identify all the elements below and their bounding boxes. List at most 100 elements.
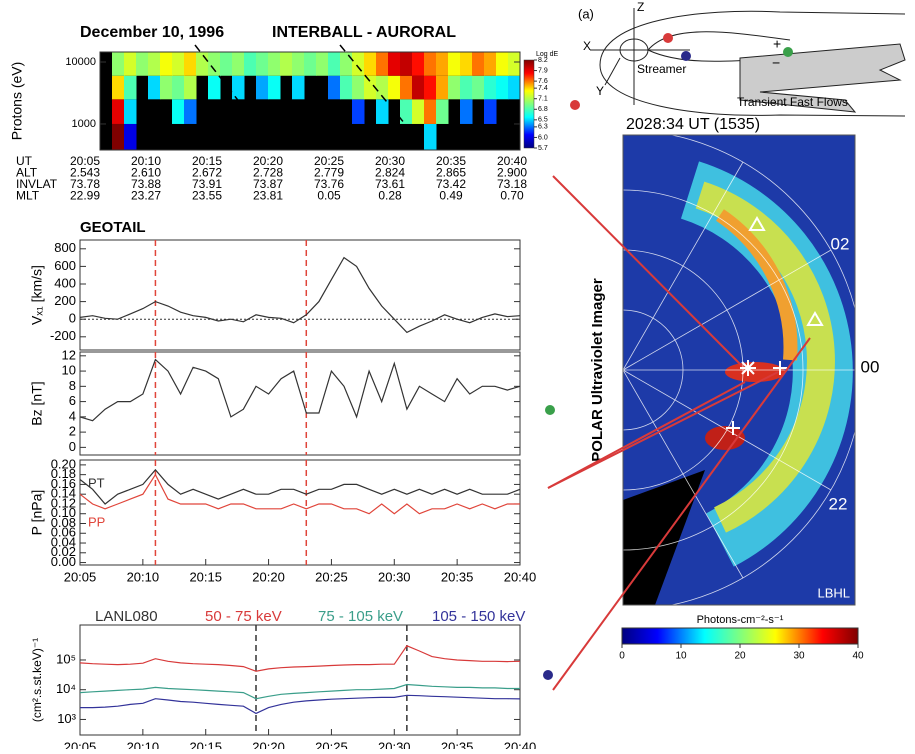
ephemeris-value: 2.672 — [192, 166, 222, 180]
y-tick-label: 10000 — [65, 56, 96, 68]
y-axis-label: Bz [nT] — [29, 381, 45, 425]
heatmap-cell — [172, 75, 185, 100]
series-label: PT — [88, 475, 105, 490]
colorbar-tick-label: 30 — [793, 651, 805, 662]
y-tick-label: 0.18 — [51, 466, 76, 481]
heatmap-cell — [196, 52, 209, 76]
y-tick-label: 400 — [54, 275, 76, 290]
heatmap-cell — [424, 123, 437, 150]
heatmap-cell — [412, 52, 425, 76]
y-tick-label: 10⁴ — [56, 681, 76, 696]
marker-dot — [663, 33, 673, 43]
colorbar-tick-label: 7.4 — [538, 85, 548, 92]
axis-name: Y — [596, 84, 604, 98]
y-tick-label: 10³ — [57, 711, 76, 726]
heatmap-cell — [472, 52, 485, 76]
y-tick-label: 0.16 — [51, 476, 76, 491]
heatmap-cell — [328, 75, 341, 100]
heatmap-cell — [364, 52, 377, 76]
ephemeris-value: 20:05 — [70, 154, 100, 168]
ephemeris-value: 73.91 — [192, 177, 222, 191]
chart-title: December 10, 1996 — [80, 24, 224, 41]
series-line — [79, 683, 520, 700]
axis-name: X — [583, 39, 591, 53]
plus-sign: + — [773, 36, 781, 52]
heatmap-cell — [292, 75, 305, 100]
x-tick-label: 20:30 — [378, 739, 411, 749]
colorbar-tick-label: 7.6 — [538, 78, 548, 85]
heatmap-cell — [124, 52, 137, 76]
heatmap-cell — [412, 99, 425, 124]
colorbar-tick-label: 8.2 — [538, 57, 548, 64]
minus-sign: − — [772, 55, 780, 71]
image-label: LBHL — [817, 585, 850, 600]
ephemeris-label: UT — [16, 154, 33, 168]
y-axis-label: Vₓ₁ [km/s] — [29, 265, 45, 325]
ephemeris-value: 20:20 — [253, 154, 283, 168]
heatmap-cell — [424, 99, 437, 124]
ephemeris-value: 2.728 — [253, 166, 283, 180]
heatmap-cell — [112, 75, 125, 100]
panel-label: (a) — [578, 6, 594, 21]
grid-spoke — [623, 369, 832, 491]
heatmap-cell — [352, 75, 365, 100]
ephemeris-value: 2.543 — [70, 166, 100, 180]
plot-frame — [99, 51, 521, 151]
x-tick-label: 20:35 — [441, 569, 474, 584]
colorbar — [621, 627, 859, 645]
magnetosphere-outline — [599, 10, 906, 117]
heatmap-cell — [460, 52, 473, 76]
heatmap-cell — [376, 52, 389, 76]
ephemeris-value: 23.81 — [253, 189, 283, 203]
ephemeris-value: 2.824 — [375, 166, 405, 180]
marker-dot — [783, 47, 793, 57]
connector — [547, 371, 779, 489]
heatmap-cell — [256, 52, 269, 76]
series-line — [80, 694, 521, 715]
heatmap-cell — [124, 99, 137, 124]
heatmap-cell — [376, 99, 389, 124]
heatmap-cell — [232, 52, 245, 76]
heatmap-cell — [304, 52, 317, 76]
plot-frame — [79, 239, 521, 351]
ephemeris-value: 73.87 — [253, 177, 283, 191]
heatmap-cell — [436, 99, 449, 124]
series-line — [79, 358, 521, 422]
heatmap-cell — [484, 52, 497, 76]
heatmap-cell — [148, 52, 161, 76]
heatmap-cell — [316, 52, 329, 76]
triangle-marker — [748, 216, 824, 326]
x-tick-label: 20:40 — [504, 739, 537, 749]
series-line — [79, 645, 521, 672]
y-tick-label: 12 — [62, 347, 76, 362]
heatmap-cell — [388, 75, 401, 100]
y-tick-label: 0.10 — [51, 505, 76, 520]
colorbar-tick-label: 6.3 — [538, 124, 548, 131]
heatmap-cell — [280, 52, 293, 76]
heatmap-cell — [376, 75, 389, 100]
plot-frame — [79, 459, 521, 566]
x-tick-label: 20:30 — [378, 569, 411, 584]
colorbar-tick-label: 40 — [852, 651, 864, 662]
ephemeris-value: 20:25 — [314, 154, 344, 168]
x-tick-label: 20:25 — [315, 739, 348, 749]
grid-spoke — [623, 249, 832, 371]
bright-spot — [705, 426, 745, 450]
colorbar-tick-label: 20 — [734, 651, 746, 662]
y-tick-label: 800 — [54, 240, 76, 255]
polar-image — [623, 135, 855, 605]
colorbar-title: Log dE — [536, 51, 559, 58]
heatmap-cell — [112, 52, 125, 76]
y-tick-label: 0.20 — [51, 456, 76, 471]
y-tick-label: 8 — [69, 378, 76, 393]
mlt-label: 00 — [861, 357, 880, 376]
ephemeris-value: 2.779 — [314, 166, 344, 180]
y-axis-label: P [nPa] — [29, 490, 45, 536]
x-tick-label: 20:25 — [315, 569, 348, 584]
axis-name: Z — [637, 0, 644, 14]
image-title: POLAR Ultraviolet Imager — [589, 278, 606, 462]
heatmap-cell — [160, 52, 173, 76]
heatmap-cell — [112, 99, 125, 124]
y-tick-label: 0.00 — [51, 554, 76, 569]
y-tick-label: 0.02 — [51, 544, 76, 559]
